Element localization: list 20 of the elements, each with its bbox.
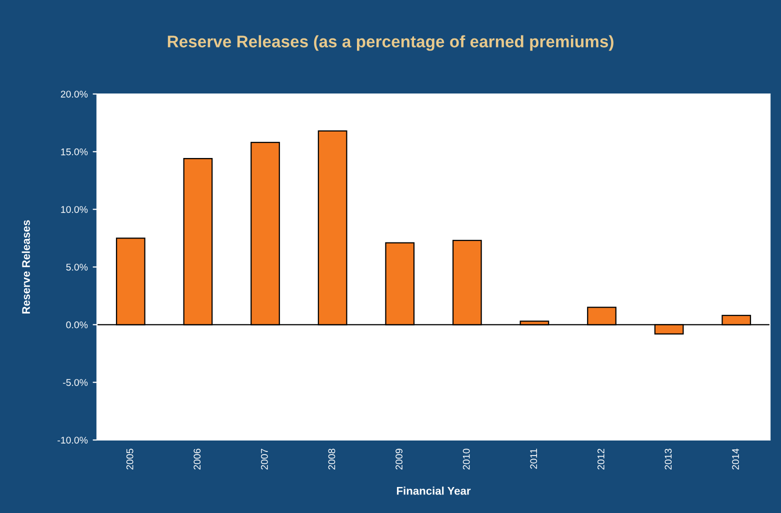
x-tick-label: 2010 xyxy=(462,448,470,470)
x-tick-label: 2013 xyxy=(664,448,672,470)
y-tick-label: 5.0% xyxy=(66,264,88,271)
y-axis-title: Reserve Releases xyxy=(22,220,30,314)
x-tick-label: 2005 xyxy=(126,448,134,470)
x-tick-label: 2009 xyxy=(396,448,402,470)
y-tick-label: 15.0% xyxy=(61,148,88,156)
chart-title: Reserve Releases (as a percentage of earned premiums) xyxy=(168,35,614,51)
x-tick-label: 2012 xyxy=(597,448,604,470)
y-tick-label: -5.0% xyxy=(63,379,88,386)
x-tick-label: 2008 xyxy=(328,448,336,470)
y-tick-label: 0.0% xyxy=(66,321,88,328)
x-tick-label: 2007 xyxy=(260,448,268,470)
y-tick-label: 20.0% xyxy=(60,90,88,98)
x-tick-label: 2014 xyxy=(732,448,739,470)
y-tick-label: 10.0% xyxy=(61,206,88,213)
y-tick-label: -10.0% xyxy=(58,436,88,444)
x-tick-label: 2011 xyxy=(530,448,538,469)
x-tick-label: 2006 xyxy=(194,448,201,470)
x-axis-title: Financial Year xyxy=(396,486,471,495)
